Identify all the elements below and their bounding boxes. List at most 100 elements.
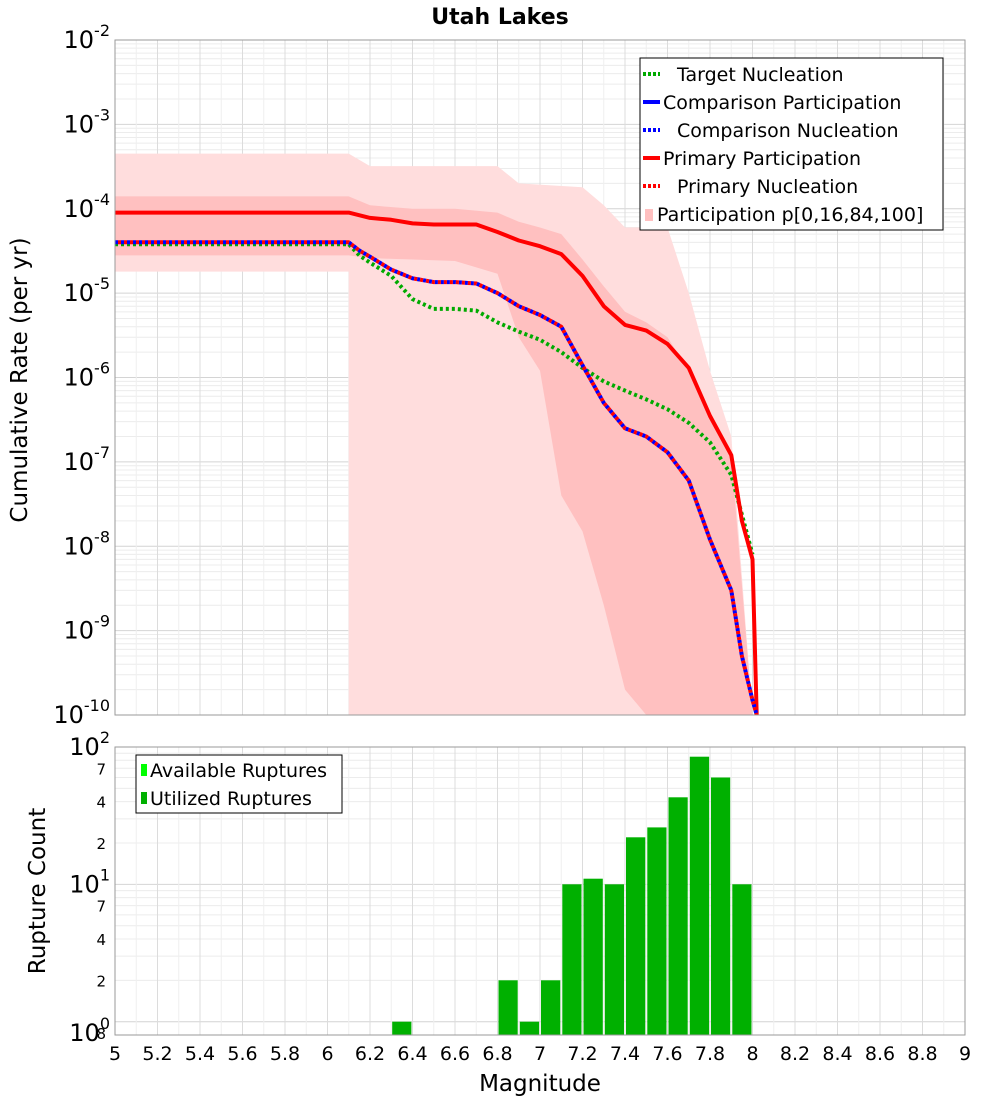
x-tick-label: 9 <box>959 1043 971 1065</box>
rupture-bars <box>392 756 752 1035</box>
legend-swatch-band <box>645 209 653 221</box>
tick-exponent: 1 <box>100 865 110 884</box>
tick-exponent: -2 <box>94 21 110 40</box>
rate-lines <box>115 210 759 716</box>
x-tick-label: 5.2 <box>142 1043 172 1065</box>
tick-base: 10 <box>64 279 95 307</box>
line-primary-participation <box>115 210 759 716</box>
legend-label-available-ruptures: Available Ruptures <box>150 760 327 782</box>
legend-label-primary-participation: Primary Participation <box>663 148 861 170</box>
bottom-legend: Available Ruptures Utilized Ruptures <box>135 754 343 814</box>
bar-utilized-ruptures <box>541 980 561 1035</box>
tick-base: 10 <box>64 532 95 560</box>
x-tick-label: 8 <box>746 1043 758 1065</box>
band-inner-p16-p84 <box>115 196 753 715</box>
x-tick-label: 8.4 <box>822 1043 852 1065</box>
bottom-y-tick-label: 101 <box>69 865 110 898</box>
tick-base: 10 <box>64 195 95 223</box>
bar-utilized-ruptures <box>668 797 688 1035</box>
top-y-tick-label: 10-6 <box>64 359 111 392</box>
top-legend-box <box>639 57 944 231</box>
top-y-tick-label: 10-3 <box>64 105 111 138</box>
tick-base: 10 <box>64 617 95 645</box>
top-legend: Target Nucleation Comparison Participatio… <box>639 57 944 231</box>
x-tick-label: 6.2 <box>355 1043 385 1065</box>
top-y-tick-labels: 10-210-310-410-510-610-710-810-910-10 <box>53 21 110 729</box>
bar-utilized-ruptures <box>562 884 582 1035</box>
tick-base: 10 <box>69 870 100 898</box>
top-y-tick-label: 10-5 <box>64 274 111 307</box>
x-tick-label: 5.8 <box>270 1043 300 1065</box>
top-y-tick-label: 10-7 <box>64 443 111 476</box>
tick-base: 10 <box>53 701 84 729</box>
bottom-y-minor-tick-label: 2 <box>96 972 106 990</box>
x-tick-label: 8.2 <box>780 1043 810 1065</box>
tick-exponent: -6 <box>94 359 110 378</box>
bottom-y-tick-label: 102 <box>69 728 110 761</box>
x-tick-label: 6 <box>321 1043 333 1065</box>
x-tick-label: 7 <box>534 1043 546 1065</box>
top-y-tick-label: 10-9 <box>64 612 111 645</box>
tick-base: 10 <box>69 1019 100 1047</box>
bar-utilized-ruptures <box>647 827 667 1035</box>
tick-exponent: 0 <box>100 1014 110 1033</box>
x-axis-label: Magnitude <box>479 1071 601 1097</box>
x-tick-labels: 5 5.2 5.4 5.6 5.8 6 6.2 6.4 6.6 6.8 7 7.2 7.4 7.6 7.8 8… <box>109 1043 971 1065</box>
bottom-plot-frame <box>114 746 966 1036</box>
legend-label-comparison-participation: Comparison Participation <box>663 92 901 114</box>
x-tick-label: 6.8 <box>482 1043 512 1065</box>
bottom-legend-box <box>135 754 343 814</box>
x-tick-label: 5.6 <box>227 1043 257 1065</box>
tick-exponent: 2 <box>100 728 110 747</box>
chart-title: Utah Lakes <box>431 5 568 30</box>
tick-base: 10 <box>64 26 95 54</box>
bar-utilized-ruptures <box>498 980 518 1035</box>
tick-exponent: -10 <box>84 696 110 715</box>
legend-label-participation-p-0-16-84-100-: Participation p[0,16,84,100] <box>657 204 923 226</box>
x-tick-label: 7.6 <box>652 1043 682 1065</box>
tick-base: 10 <box>64 110 95 138</box>
bottom-y-minor-tick-label: 4 <box>96 931 106 949</box>
x-tick-label: 7.8 <box>695 1043 725 1065</box>
top-y-tick-label: 10-4 <box>64 190 111 223</box>
x-tick-label: 6.6 <box>440 1043 470 1065</box>
tick-exponent: -4 <box>94 190 110 209</box>
bottom-y-minor-tick-label: 2 <box>96 835 106 853</box>
tick-exponent: -9 <box>94 612 110 631</box>
legend-swatch-utilized-ruptures <box>141 792 147 804</box>
bottom-y-tick-label: 100 <box>69 1014 110 1047</box>
x-tick-label: 5.4 <box>185 1043 215 1065</box>
bar-utilized-ruptures <box>626 837 646 1035</box>
tick-exponent: -8 <box>94 527 110 546</box>
x-tick-label: 7.4 <box>610 1043 640 1065</box>
bar-utilized-ruptures <box>583 878 603 1035</box>
bar-utilized-ruptures <box>732 884 752 1035</box>
legend-label-utilized-ruptures: Utilized Ruptures <box>150 788 312 810</box>
legend-label-comparison-nucleation: Comparison Nucleation <box>677 120 899 142</box>
tick-exponent: -3 <box>94 105 110 124</box>
tick-base: 10 <box>69 733 100 761</box>
x-tick-label: 7.2 <box>567 1043 597 1065</box>
bar-utilized-ruptures <box>711 777 731 1035</box>
x-tick-label: 8.8 <box>907 1043 937 1065</box>
bottom-y-axis-label: Rupture Count <box>25 808 51 974</box>
line-target-nucleation <box>115 242 755 555</box>
top-y-tick-label: 10-10 <box>53 696 110 729</box>
bar-utilized-ruptures <box>604 884 624 1035</box>
bottom-y-minor-tick-label: 4 <box>96 794 106 812</box>
legend-swatch-available-ruptures <box>141 764 147 776</box>
bottom-y-minor-tick-label: 7 <box>96 760 106 778</box>
tick-base: 10 <box>64 364 95 392</box>
bottom-y-minor-tick-label: 7 <box>96 898 106 916</box>
bar-utilized-ruptures <box>392 1021 412 1035</box>
x-tick-label: 8.6 <box>865 1043 895 1065</box>
bottom-y-minor-tick-label: 8 <box>96 1025 106 1043</box>
line-primary-nucleation <box>115 240 759 716</box>
tick-base: 10 <box>64 448 95 476</box>
top-y-tick-label: 10-8 <box>64 527 111 560</box>
bar-utilized-ruptures <box>519 1021 540 1035</box>
tick-exponent: -7 <box>94 443 110 462</box>
x-tick-label: 6.4 <box>397 1043 427 1065</box>
